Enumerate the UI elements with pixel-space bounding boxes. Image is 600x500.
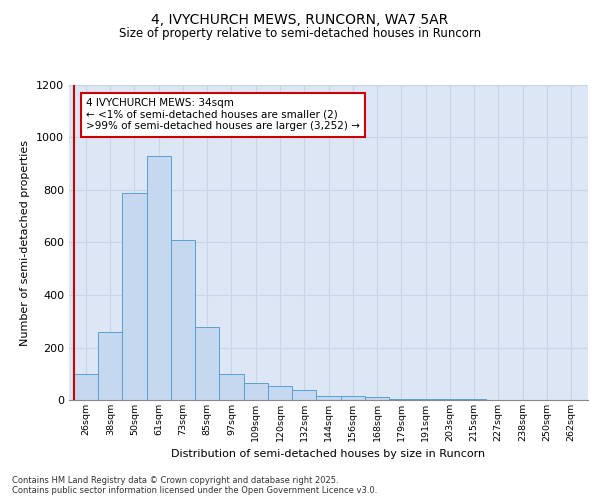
Bar — [98, 332, 122, 400]
Bar — [341, 396, 365, 400]
Text: Contains HM Land Registry data © Crown copyright and database right 2025.
Contai: Contains HM Land Registry data © Crown c… — [12, 476, 377, 495]
Text: 4 IVYCHURCH MEWS: 34sqm
← <1% of semi-detached houses are smaller (2)
>99% of se: 4 IVYCHURCH MEWS: 34sqm ← <1% of semi-de… — [86, 98, 360, 132]
Bar — [171, 240, 195, 400]
Text: 4, IVYCHURCH MEWS, RUNCORN, WA7 5AR: 4, IVYCHURCH MEWS, RUNCORN, WA7 5AR — [151, 12, 449, 26]
Bar — [365, 398, 389, 400]
Bar — [122, 192, 146, 400]
Bar — [74, 374, 98, 400]
X-axis label: Distribution of semi-detached houses by size in Runcorn: Distribution of semi-detached houses by … — [172, 450, 485, 460]
Bar — [413, 398, 437, 400]
Bar — [268, 386, 292, 400]
Bar — [292, 390, 316, 400]
Bar — [389, 398, 413, 400]
Bar — [146, 156, 171, 400]
Bar — [316, 396, 341, 400]
Bar — [244, 383, 268, 400]
Text: Size of property relative to semi-detached houses in Runcorn: Size of property relative to semi-detach… — [119, 28, 481, 40]
Y-axis label: Number of semi-detached properties: Number of semi-detached properties — [20, 140, 31, 346]
Bar — [195, 326, 220, 400]
Bar — [220, 374, 244, 400]
